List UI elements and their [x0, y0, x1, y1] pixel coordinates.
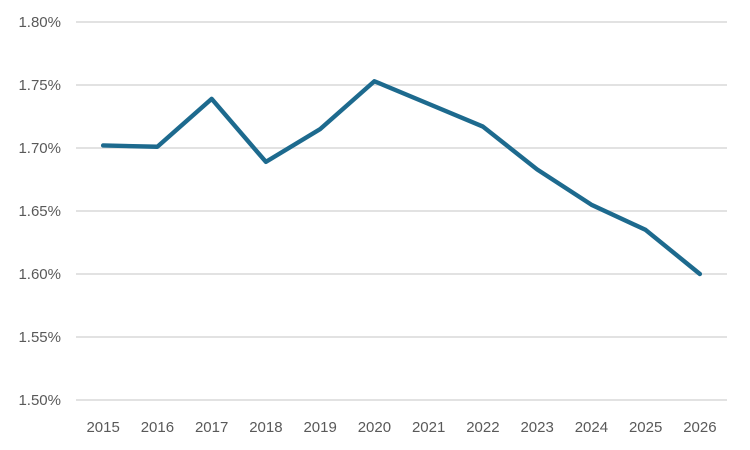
- x-tick-label: 2021: [412, 419, 445, 436]
- y-tick-label: 1.50%: [18, 392, 61, 409]
- x-tick-label: 2016: [141, 419, 174, 436]
- x-tick-label: 2015: [86, 419, 119, 436]
- y-tick-label: 1.70%: [18, 140, 61, 157]
- x-tick-label: 2022: [466, 419, 499, 436]
- x-tick-label: 2024: [575, 419, 608, 436]
- x-tick-label: 2018: [249, 419, 282, 436]
- y-tick-label: 1.75%: [18, 77, 61, 94]
- x-tick-label: 2020: [358, 419, 391, 436]
- y-tick-label: 1.55%: [18, 329, 61, 346]
- x-tick-label: 2025: [629, 419, 662, 436]
- data-line-series: [100, 79, 703, 277]
- y-tick-label: 1.60%: [18, 266, 61, 283]
- y-tick-label: 1.65%: [18, 203, 61, 220]
- x-tick-label: 2019: [303, 419, 336, 436]
- y-tick-label: 1.80%: [18, 14, 61, 31]
- x-tick-label: 2023: [520, 419, 553, 436]
- x-tick-label: 2017: [195, 419, 228, 436]
- x-tick-label: 2026: [683, 419, 716, 436]
